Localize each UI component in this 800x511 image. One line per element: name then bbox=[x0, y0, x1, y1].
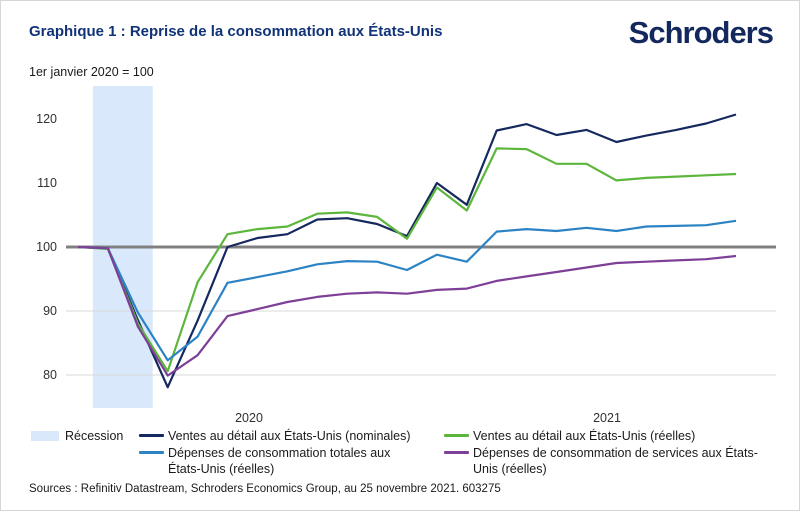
legend-dash-real-retail bbox=[444, 434, 469, 437]
legend-dash-services-consumption bbox=[444, 451, 469, 454]
legend-label-nominal-retail: Ventes au détail aux États-Unis (nominal… bbox=[168, 429, 411, 443]
legend-label-recession: Récession bbox=[65, 429, 124, 443]
recession-swatch bbox=[31, 431, 59, 441]
y-tick-120: 120 bbox=[36, 112, 57, 126]
series-line-1 bbox=[77, 147, 737, 373]
legend-label-total-consumption: Dépenses de consommation totales aux Éta… bbox=[168, 446, 391, 476]
series-line-0 bbox=[77, 113, 737, 389]
x-tick-2020: 2020 bbox=[235, 411, 263, 425]
x-tick-2021: 2021 bbox=[593, 411, 621, 425]
legend-dash-total-consumption bbox=[139, 451, 164, 454]
y-tick-100: 100 bbox=[36, 240, 57, 254]
gridlines bbox=[66, 310, 776, 376]
series-line-2 bbox=[77, 219, 737, 362]
legend-dash-nominal-retail bbox=[139, 434, 164, 437]
y-tick-80: 80 bbox=[43, 368, 57, 382]
series-line-3 bbox=[77, 245, 737, 377]
legend-label-real-retail: Ventes au détail aux États-Unis (réelles… bbox=[473, 429, 696, 443]
data-series-lines bbox=[77, 113, 737, 389]
axis-unit-note: 1er janvier 2020 = 100 bbox=[29, 65, 154, 79]
y-tick-90: 90 bbox=[43, 304, 57, 318]
sources-note: Sources : Refinitiv Datastream, Schroder… bbox=[29, 483, 501, 495]
schroders-logo: Schroders bbox=[628, 15, 774, 50]
y-tick-110: 110 bbox=[37, 176, 57, 190]
page-title: Graphique 1 : Reprise de la consommation… bbox=[29, 23, 443, 40]
legend-label-services-consumption: Dépenses de consommation de services aux… bbox=[473, 446, 758, 476]
